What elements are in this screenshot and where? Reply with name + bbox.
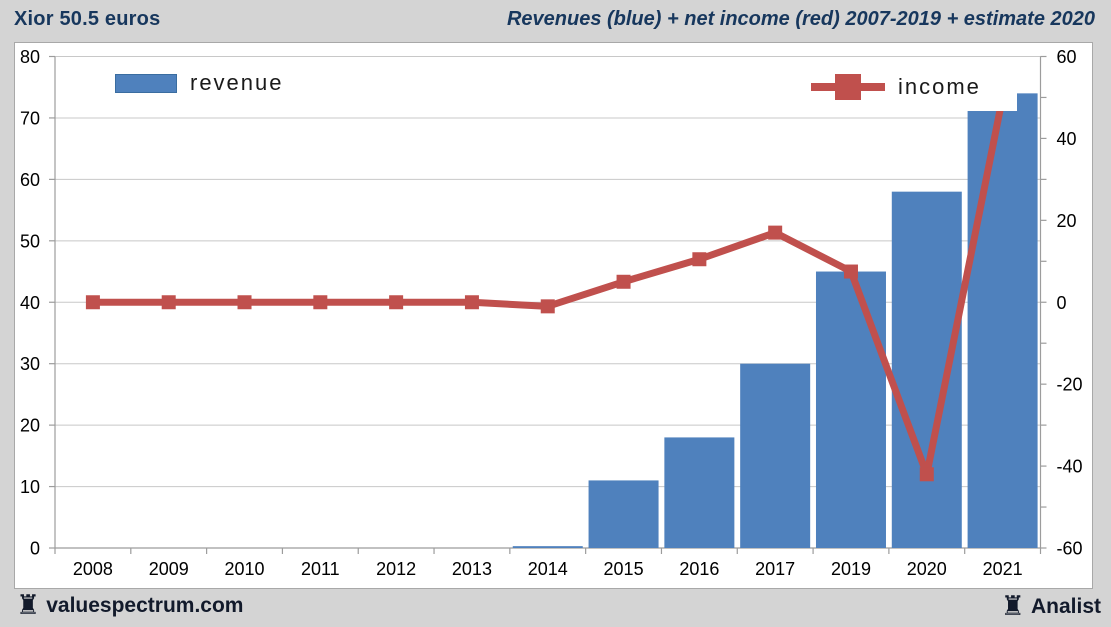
income-marker-2010 (237, 295, 252, 310)
income-marker-2017 (768, 225, 783, 240)
bar-2016 (664, 437, 735, 548)
brand-name: valuespectrum.com (46, 593, 244, 617)
bar-2014 (512, 546, 583, 548)
y-right-tick-label: 60 (1057, 47, 1077, 67)
income-marker-2019 (843, 264, 858, 279)
y-right-tick-label: -40 (1057, 457, 1083, 477)
income-marker-2015 (616, 274, 631, 289)
x-tick-label: 2014 (528, 559, 568, 579)
y-right-tick-label: -20 (1057, 375, 1083, 395)
y-left-tick-label: 20 (20, 416, 40, 436)
income-marker-2008 (85, 295, 100, 310)
y-right-tick-label: 0 (1057, 293, 1067, 313)
chart-title: Revenues (blue) + net income (red) 2007-… (506, 8, 1095, 30)
bar-2021 (967, 93, 1038, 549)
y-left-tick-label: 80 (20, 47, 40, 67)
income-marker-2016 (692, 252, 707, 267)
y-left-tick-label: 30 (20, 354, 40, 374)
stock-title: Xior 50.5 euros (14, 8, 161, 30)
rook-icon: ♜ (16, 590, 41, 621)
income-marker-2009 (161, 295, 176, 310)
y-right-tick-label: 40 (1057, 129, 1077, 149)
x-tick-label: 2012 (376, 559, 416, 579)
y-right-tick-label: 20 (1057, 211, 1077, 231)
x-tick-label: 2010 (224, 559, 264, 579)
x-tick-label: 2013 (452, 559, 492, 579)
analyst-footer: ♜ Analist (1001, 593, 1101, 620)
bar-2017 (740, 363, 811, 548)
income-marker-2014 (540, 299, 555, 314)
analyst-name: Analist (1030, 594, 1101, 618)
rook-icon: ♜ (1000, 591, 1025, 622)
x-tick-label: 2009 (149, 559, 189, 579)
income-marker-2020 (919, 467, 934, 482)
y-left-tick-label: 70 (20, 108, 40, 128)
x-tick-label: 2017 (755, 559, 795, 579)
legend-income-label: income (898, 73, 981, 99)
x-tick-label: 2015 (604, 559, 644, 579)
brand-footer: ♜ valuespectrum.com (16, 592, 243, 619)
x-tick-label: 2020 (907, 559, 947, 579)
x-tick-label: 2011 (301, 559, 340, 579)
y-left-tick-label: 10 (20, 477, 40, 497)
x-tick-label: 2008 (73, 559, 113, 579)
income-marker-2012 (389, 295, 404, 310)
bar-2015 (588, 480, 659, 548)
bar-2019 (815, 271, 886, 548)
x-tick-label: 2021 (983, 559, 1023, 579)
legend-income: income (799, 62, 1017, 111)
y-right-tick-label: -60 (1057, 539, 1083, 559)
legend-revenue-label: revenue (190, 70, 284, 95)
y-left-tick-label: 40 (20, 293, 40, 313)
income-marker-2013 (464, 295, 479, 310)
legend-revenue: revenue (100, 62, 344, 104)
x-tick-label: 2019 (831, 559, 871, 579)
y-left-tick-label: 50 (20, 231, 40, 251)
y-left-tick-label: 0 (30, 539, 40, 559)
income-marker-2011 (313, 295, 328, 310)
x-tick-label: 2016 (679, 559, 719, 579)
income-swatch-icon (811, 72, 885, 102)
y-left-tick-label: 60 (20, 170, 40, 190)
revenue-swatch-icon (115, 73, 177, 93)
